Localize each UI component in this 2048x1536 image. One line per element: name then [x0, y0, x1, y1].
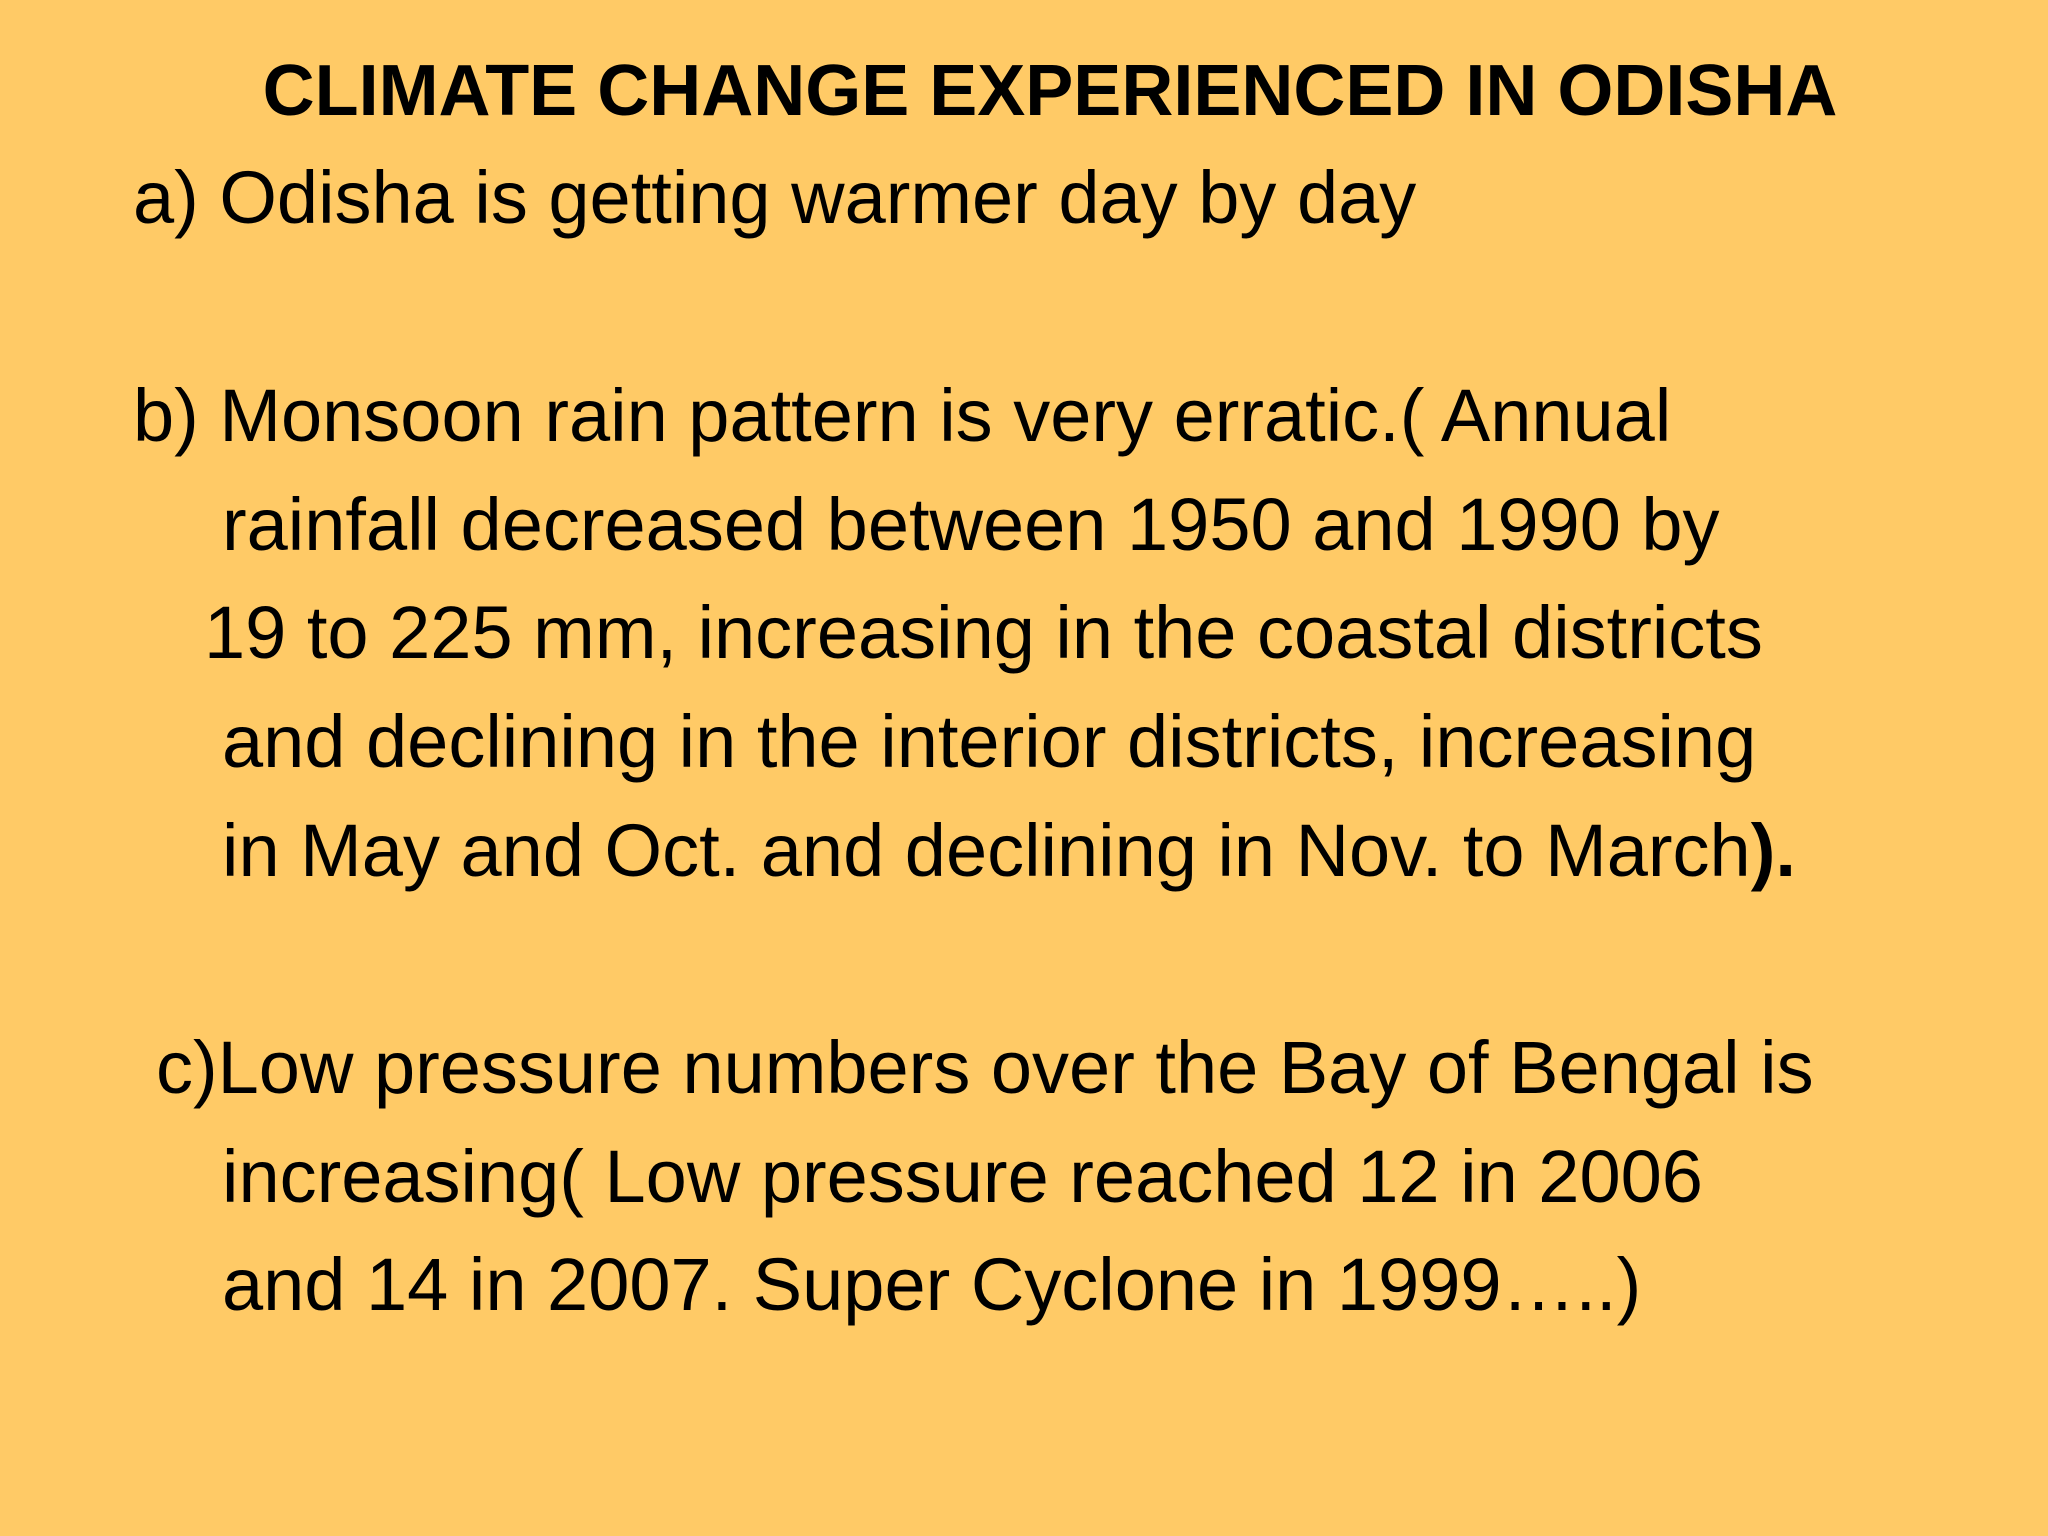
point-b-closing-paren: ). — [1750, 809, 1796, 892]
point-c-line-2: increasing( Low pressure reached 12 in 2… — [222, 1135, 1703, 1218]
point-b-line-1: b) Monsoon rain pattern is very erratic.… — [133, 374, 1672, 457]
point-a-line-1: a) Odisha is getting warmer day by day — [133, 156, 1417, 239]
point-c-line-3: and 14 in 2007. Super Cyclone in 1999…..… — [222, 1243, 1642, 1326]
point-b-line-5: in May and Oct. and declining in Nov. to… — [222, 808, 1796, 894]
point-b-line-5-text: in May and Oct. and declining in Nov. to… — [222, 809, 1751, 892]
point-b-line-4: and declining in the interior districts,… — [222, 700, 1757, 783]
point-c-line-1: c)Low pressure numbers over the Bay of B… — [156, 1026, 1814, 1109]
point-b-line-2: rainfall decreased between 1950 and 1990… — [222, 483, 1720, 566]
slide-title: CLIMATE CHANGE EXPERIENCED IN ODISHA — [262, 51, 1838, 131]
point-b-line-3: 19 to 225 mm, increasing in the coastal … — [204, 591, 1763, 674]
